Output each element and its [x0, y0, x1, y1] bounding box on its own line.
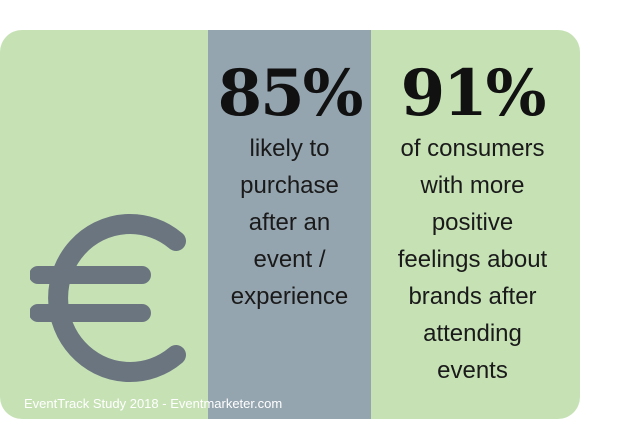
stat-value: 85% [217, 56, 364, 131]
stat-value: 91% [400, 56, 547, 131]
stat-description-line: brands after [408, 283, 537, 310]
stat-description-line: events [437, 357, 508, 384]
stat-description-line: attending [423, 320, 522, 347]
stat-purchase-likelihood: 85% likely to purchase after an event / … [208, 62, 371, 315]
stat-description-line: feelings about [397, 246, 548, 273]
stat-description-line: of consumers [400, 135, 545, 162]
stat-description: likely to purchase after an event / expe… [208, 130, 371, 315]
stat-description-line: with more [420, 172, 525, 199]
highlight-panel [208, 30, 371, 419]
stat-positive-feelings: 91% of consumers with more positive feel… [371, 62, 574, 389]
stat-description-line: purchase [240, 172, 339, 199]
stat-description-line: after an [248, 209, 331, 236]
stat-description-line: likely to [249, 135, 330, 162]
stat-description-line: event / [253, 246, 326, 273]
stat-description-line: experience [230, 283, 349, 310]
stat-description: of consumers with more positive feelings… [371, 130, 574, 389]
source-caption: EventTrack Study 2018 - Eventmarketer.co… [24, 396, 283, 411]
euro-icon [30, 214, 186, 382]
stat-description-line: positive [431, 209, 514, 236]
